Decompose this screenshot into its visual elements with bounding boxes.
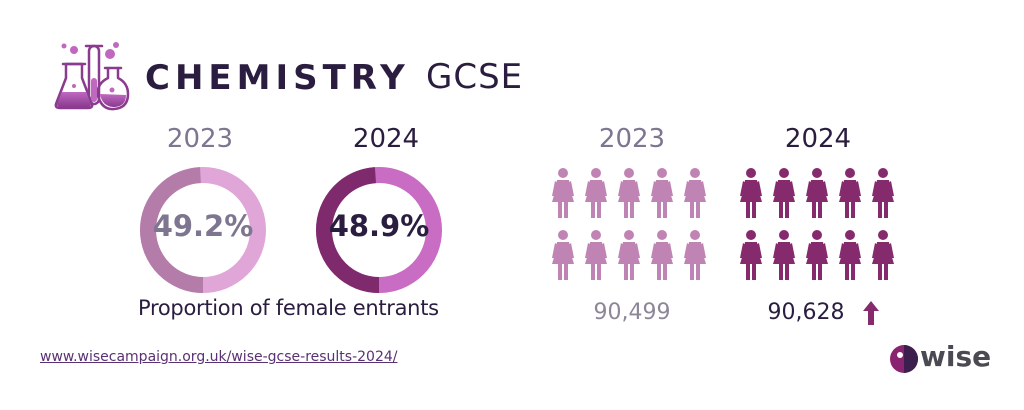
donut-2024-value-arc (316, 167, 442, 293)
female-person-icon (806, 168, 828, 218)
proportion-caption: Proportion of female entrants (138, 296, 439, 320)
female-person-icon (651, 230, 673, 280)
donut-2023-value-arc (140, 167, 266, 293)
female-person-icon (651, 168, 673, 218)
female-person-icon (684, 168, 706, 218)
female-person-icon (806, 230, 828, 280)
female-person-icon (773, 168, 795, 218)
female-person-icon (684, 230, 706, 280)
female-person-icon (839, 168, 861, 218)
female-person-icon (872, 168, 894, 218)
entrants-count-2024: 90,628 (767, 300, 845, 325)
female-person-icon (585, 230, 607, 280)
page-title: CHEMISTRY (145, 58, 410, 98)
female-person-icon (872, 230, 894, 280)
donut-chart-2024 (316, 167, 442, 293)
female-icons-2023 (552, 168, 706, 280)
female-person-icon (773, 230, 795, 280)
proportion-year-2023: 2023 (166, 124, 234, 154)
page-subtitle: GCSE (426, 57, 524, 97)
female-person-icon (585, 168, 607, 218)
female-person-icon (740, 168, 762, 218)
entrants-year-2023: 2023 (598, 124, 666, 154)
female-person-icon (552, 168, 574, 218)
female-person-icon (839, 230, 861, 280)
female-person-icon (618, 230, 640, 280)
up-arrow-icon (863, 301, 879, 325)
proportion-year-2024: 2024 (352, 124, 420, 154)
chemistry-flasks-icon (54, 42, 130, 111)
donut-label-2023: 49.2% (152, 209, 254, 243)
donut-chart-2023 (140, 167, 266, 293)
entrants-year-2024: 2024 (784, 124, 852, 154)
female-icons-2024 (740, 168, 894, 280)
female-person-icon (618, 168, 640, 218)
source-link[interactable]: www.wisecampaign.org.uk/wise-gcse-result… (40, 349, 398, 365)
female-person-icon (740, 230, 762, 280)
entrants-count-2023: 90,499 (593, 300, 671, 325)
female-person-icon (552, 230, 574, 280)
brand-name: wise (920, 340, 992, 373)
wise-logo-icon (890, 345, 918, 373)
donut-label-2024: 48.9% (328, 209, 430, 243)
